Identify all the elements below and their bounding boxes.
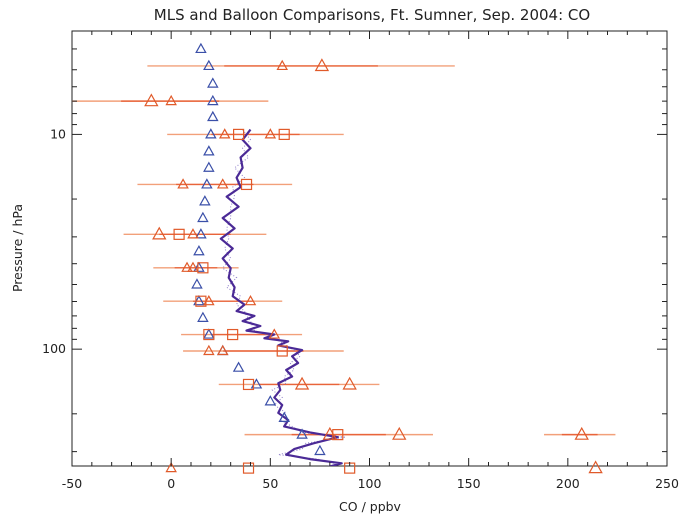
comp-triangle-marker-1: [314, 58, 330, 72]
comp-square-marker-9: [242, 378, 255, 391]
mls-marker-2: [207, 77, 219, 88]
y-tick-label-0: 10: [50, 126, 66, 141]
mls-marker-9: [199, 195, 211, 206]
comp-square-marker-4: [197, 262, 209, 274]
mls-marker-13: [193, 261, 205, 272]
mls-marker-21: [264, 395, 277, 406]
comp-triangle-marker-6: [177, 178, 189, 189]
y-axis-label: Pressure / hPa: [10, 204, 25, 292]
mls-marker-22: [278, 411, 290, 423]
mls-marker-7: [203, 161, 215, 172]
mls-marker-16: [197, 311, 209, 322]
mls-marker-4: [207, 110, 219, 122]
balloon-profile: [219, 128, 346, 466]
x-ticks: -50 0 50 100 150 200 250: [62, 31, 679, 491]
comp-triangle-marker-20: [392, 426, 407, 440]
comp-triangle-marker-8: [152, 226, 167, 240]
mls-marker-15: [193, 294, 205, 306]
mls-marker-17: [203, 328, 215, 339]
comp-square-marker-10: [332, 429, 344, 441]
mls-marker-11: [195, 228, 207, 239]
comp-triangle-marker-22: [165, 461, 177, 473]
x-tick-label-6: 250: [655, 476, 679, 491]
comp-triangle-marker-12: [203, 294, 215, 306]
comp-triangle-marker-3: [144, 93, 159, 107]
mls-marker-6: [203, 145, 215, 156]
comp-square-marker-6: [227, 328, 239, 341]
comp-triangle-marker-5: [264, 128, 277, 139]
comp-triangle-marker-13: [244, 294, 257, 306]
comp-triangle-marker-23: [588, 460, 603, 474]
y-tick-label-1: 100: [42, 341, 66, 356]
mls-marker-19: [232, 361, 245, 372]
mls-marker-23: [296, 428, 308, 439]
comp-triangle-marker-0: [276, 59, 289, 71]
comp-triangle-marker-11: [187, 261, 199, 272]
y-ticks: 10 100: [42, 48, 667, 453]
comp-square-marker-2: [240, 178, 253, 191]
comp-triangle-marker-7: [216, 178, 229, 189]
mls-marker-3: [207, 94, 219, 106]
x-tick-label-5: 200: [556, 476, 580, 491]
comp-square-marker-0: [233, 128, 245, 141]
comp-square-marker-7: [203, 328, 215, 341]
x-tick-label-1: 0: [167, 476, 175, 491]
comp-triangle-marker-2: [165, 94, 177, 106]
mls-marker-5: [205, 128, 217, 139]
mls-marker-24: [314, 444, 326, 456]
comp-triangle-marker-14: [268, 328, 281, 339]
comp-triangle-marker-16: [216, 344, 229, 356]
mls-marker-10: [197, 211, 209, 223]
mls-marker-12: [193, 245, 205, 256]
comp-triangle-marker-17: [294, 376, 310, 390]
mls-marker-8: [201, 178, 213, 189]
mls-marker-1: [203, 59, 215, 71]
mls-marker-18: [216, 344, 229, 356]
x-tick-label-4: 150: [457, 476, 481, 491]
balloon-profile-line: [219, 128, 343, 466]
mls-marker-14: [191, 278, 203, 289]
comp-triangle-marker-9: [187, 228, 199, 239]
chart-title: MLS and Balloon Comparisons, Ft. Sumner,…: [154, 6, 590, 24]
comp-square-marker-1: [278, 128, 290, 141]
comp-square-marker-3: [173, 228, 185, 240]
comp-triangle-marker-19: [322, 426, 338, 440]
comp-triangle-marker-10: [181, 261, 193, 272]
comp-square-marker-8: [276, 345, 288, 357]
markers: [144, 42, 603, 474]
comp-triangle-marker-21: [574, 426, 589, 440]
x-tick-label-2: 50: [262, 476, 278, 491]
comp-triangle-marker-4: [218, 128, 231, 139]
x-axis-label: CO / ppbv: [339, 499, 402, 514]
comp-square-marker-11: [242, 462, 255, 474]
x-tick-label-0: -50: [62, 476, 82, 491]
comp-triangle-marker-18: [342, 376, 357, 390]
comp-triangle-marker-15: [203, 344, 215, 356]
error-bars: [72, 65, 616, 436]
mls-marker-0: [195, 42, 207, 54]
plot-frame: [71, 30, 668, 467]
x-tick-label-3: 100: [358, 476, 382, 491]
